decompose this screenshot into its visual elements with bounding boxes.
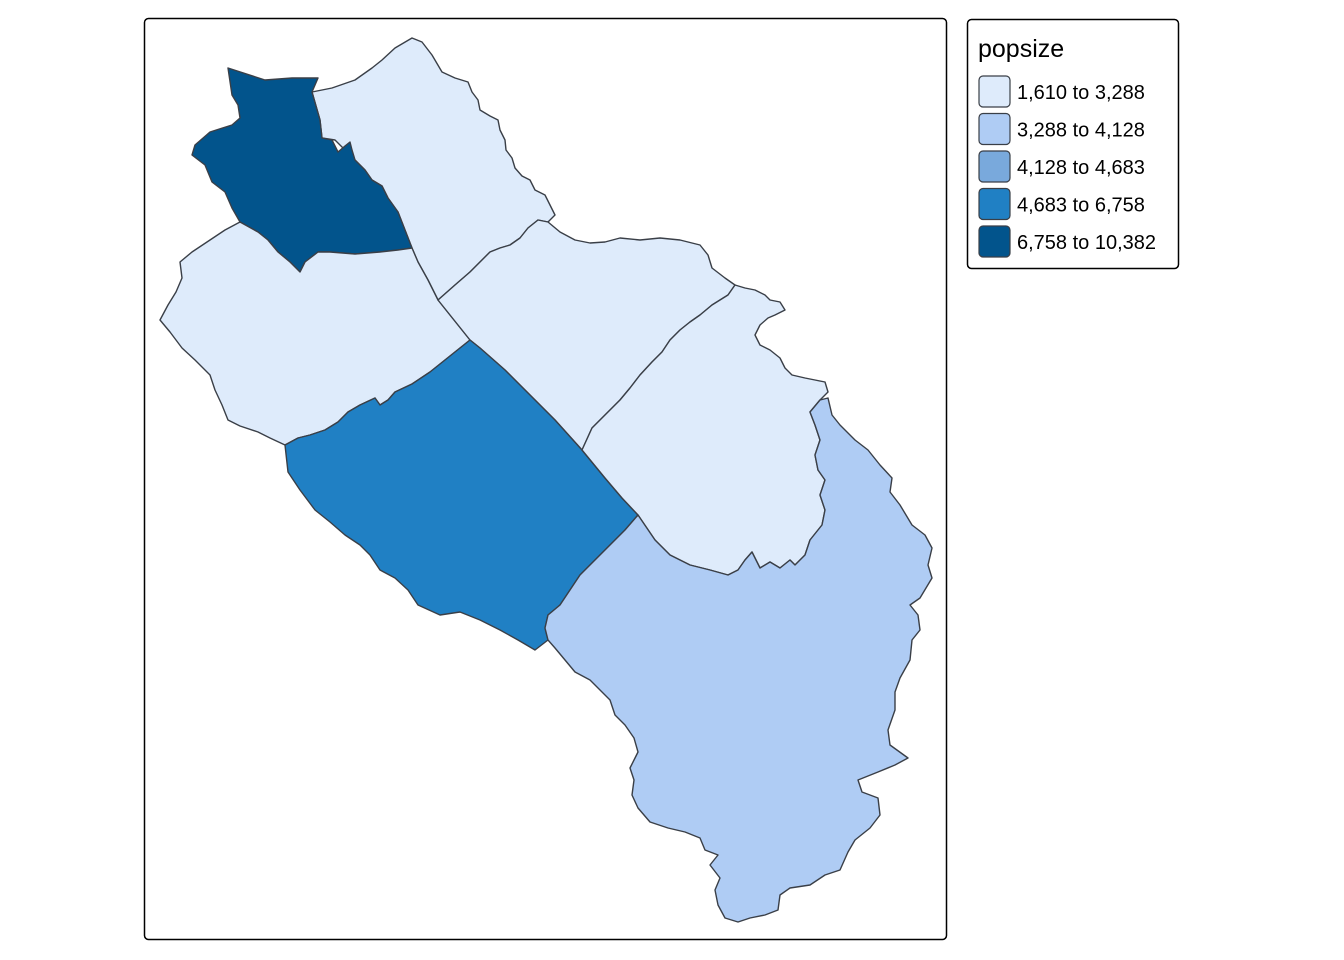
legend-swatch bbox=[978, 112, 1011, 146]
map-regions bbox=[159, 37, 933, 923]
legend-label: 6,758 to 10,382 bbox=[1017, 232, 1156, 254]
legend-swatch bbox=[978, 75, 1011, 108]
legend-swatch bbox=[978, 150, 1011, 183]
legend: popsize 1,610 to 3,288 3,288 to 4,128 4,12… bbox=[966, 18, 1180, 270]
legend-label: 3,288 to 4,128 bbox=[1017, 120, 1145, 142]
legend-items: 1,610 to 3,288 3,288 to 4,128 4,128 to 4,6… bbox=[978, 75, 1156, 258]
legend-label: 1,610 to 3,288 bbox=[1017, 82, 1145, 104]
legend-title: popsize bbox=[978, 35, 1064, 63]
region-south-east[interactable] bbox=[544, 397, 933, 923]
legend-label: 4,128 to 4,683 bbox=[1017, 157, 1145, 179]
legend-swatch bbox=[978, 225, 1011, 258]
legend-frame bbox=[966, 18, 1180, 270]
legend-label: 4,683 to 6,758 bbox=[1017, 195, 1145, 217]
legend-swatch bbox=[978, 187, 1011, 221]
